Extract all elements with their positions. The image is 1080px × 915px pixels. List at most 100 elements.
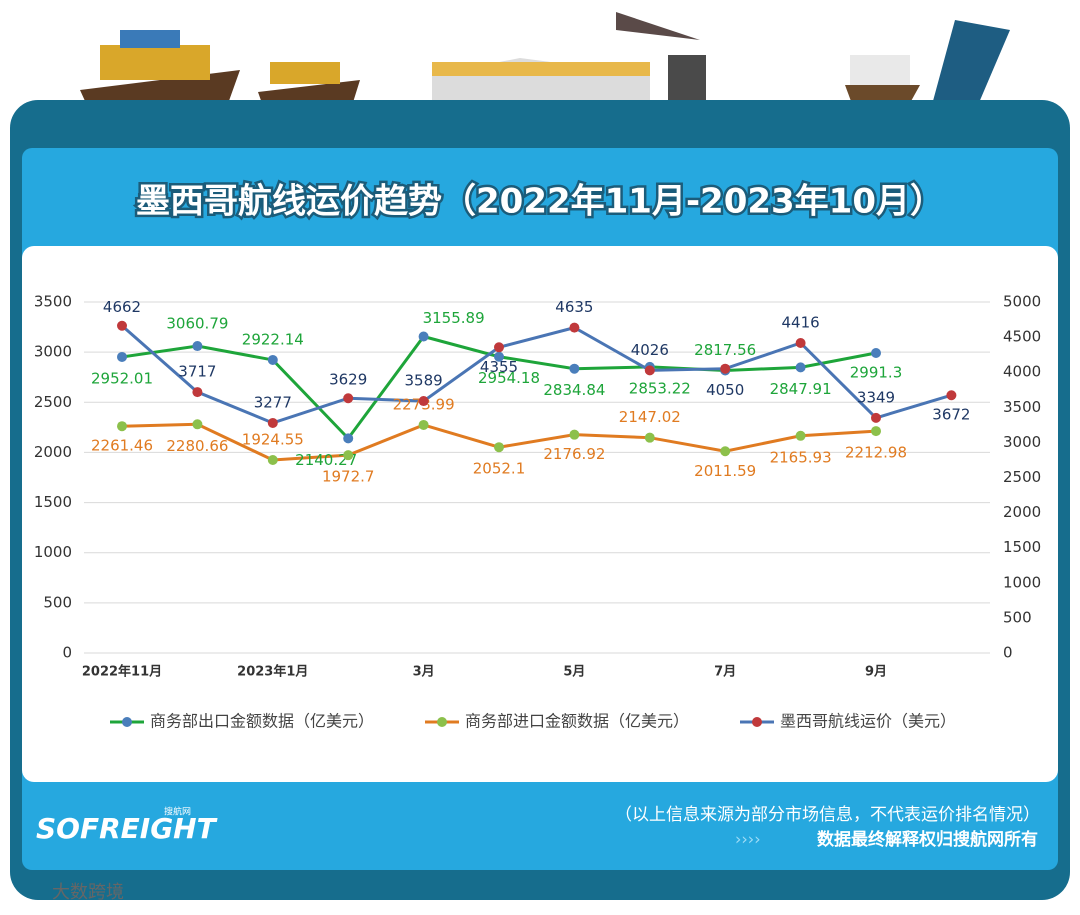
data-label: 3277 xyxy=(254,393,292,411)
data-label: 2011.59 xyxy=(694,462,756,480)
y2-tick-label: 3000 xyxy=(1003,433,1041,451)
data-label: 2176.92 xyxy=(543,445,605,463)
data-label: 4635 xyxy=(555,298,593,316)
y2-tick-label: 4000 xyxy=(1003,363,1041,381)
marker xyxy=(192,387,203,398)
data-label: 3349 xyxy=(857,388,895,406)
y2-tick-label: 1500 xyxy=(1003,538,1041,556)
data-label: 2922.14 xyxy=(242,330,304,348)
y-tick-label: 3000 xyxy=(34,343,72,361)
marker xyxy=(192,419,203,430)
title: 墨西哥航线运价趋势（2022年11月-2023年10月） xyxy=(136,182,944,222)
marker xyxy=(343,433,354,444)
y-tick-label: 1500 xyxy=(34,493,72,511)
data-label: 1972.7 xyxy=(322,468,375,486)
data-label: 3060.79 xyxy=(166,315,228,333)
data-label: 2280.66 xyxy=(166,437,228,455)
data-label: 3629 xyxy=(329,371,367,389)
marker xyxy=(871,426,881,437)
x-tick-label: 9月 xyxy=(865,665,887,680)
data-label: 4026 xyxy=(631,341,669,359)
data-label: 2165.93 xyxy=(770,448,832,466)
y-tick-label: 1000 xyxy=(34,543,72,561)
y2-tick-label: 1000 xyxy=(1003,573,1041,591)
logo: SOFREIGHT xyxy=(36,812,218,845)
marker xyxy=(569,363,580,374)
data-label: 1924.55 xyxy=(242,430,304,448)
marker xyxy=(418,419,429,430)
chart-area xyxy=(22,246,1058,782)
data-label: 2952.01 xyxy=(91,369,153,387)
x-tick-label: 2022年11月 xyxy=(82,664,162,680)
marker xyxy=(644,365,655,376)
y2-tick-label: 2000 xyxy=(1003,503,1041,521)
y2-tick-label: 500 xyxy=(1003,608,1032,626)
y-tick-label: 500 xyxy=(43,593,72,611)
legend-label: 墨西哥航线运价（美元） xyxy=(780,712,956,731)
y-tick-label: 0 xyxy=(62,644,72,662)
marker xyxy=(494,442,504,453)
data-label: 2052.1 xyxy=(473,460,526,478)
x-tick-label: 5月 xyxy=(563,665,585,680)
marker xyxy=(117,320,127,331)
x-tick-label: 2023年1月 xyxy=(237,664,308,680)
data-label: 4662 xyxy=(103,298,141,316)
data-label: 2991.3 xyxy=(850,364,903,382)
data-label: 2212.98 xyxy=(845,444,907,462)
data-label: 2147.02 xyxy=(619,408,681,426)
legend-marker xyxy=(122,717,132,727)
data-label: 4416 xyxy=(782,313,820,331)
arrows: ›››› xyxy=(735,830,761,849)
legend-marker xyxy=(437,717,447,727)
y-tick-label: 2000 xyxy=(34,443,72,461)
series-line xyxy=(121,324,952,425)
y2-tick-label: 3500 xyxy=(1003,398,1041,416)
data-label: 4355 xyxy=(480,358,518,376)
marker xyxy=(795,362,806,373)
y-tick-label: 2500 xyxy=(34,393,72,411)
marker xyxy=(192,341,203,352)
data-label: 3155.89 xyxy=(423,309,485,327)
legend-label: 商务部进口金额数据（亿美元） xyxy=(465,712,689,731)
data-label: 4050 xyxy=(706,381,744,399)
marker xyxy=(267,454,278,465)
logo-sub: 搜航网 xyxy=(164,806,191,818)
marker xyxy=(871,412,881,423)
marker xyxy=(795,430,806,441)
x-tick-label: 3月 xyxy=(413,665,435,680)
marker xyxy=(494,342,504,353)
plot: 0 500 1000 1500 2000 2500 3000 3500 0 500 1000 1500… xyxy=(34,293,1041,731)
marker xyxy=(644,432,655,443)
data-label: 2261.46 xyxy=(91,437,153,455)
marker xyxy=(720,446,731,457)
data-label: 2140.27 xyxy=(295,451,357,469)
data-label: 2817.56 xyxy=(694,341,756,359)
marker xyxy=(494,351,504,362)
rights: 数据最终解释权归搜航网所有 xyxy=(817,829,1038,850)
data-label: 2847.91 xyxy=(770,380,832,398)
marker xyxy=(795,337,806,348)
data-label: 2834.84 xyxy=(543,381,605,399)
data-label: 2954.18 xyxy=(478,369,540,387)
data-label: 3717 xyxy=(178,363,216,381)
marker xyxy=(871,348,881,359)
y2-tick-label: 2500 xyxy=(1003,468,1041,486)
marker xyxy=(720,363,731,374)
marker xyxy=(117,351,127,362)
marker xyxy=(418,331,429,342)
data-label: 2853.22 xyxy=(629,379,691,397)
marker xyxy=(267,354,278,365)
legend-label: 商务部出口金额数据（亿美元） xyxy=(150,712,374,731)
marker xyxy=(418,396,429,407)
marker xyxy=(569,429,580,440)
y-tick-label: 3500 xyxy=(34,293,72,311)
marker xyxy=(267,417,278,428)
watermark: 大数跨境 xyxy=(52,882,124,903)
data-label: 3589 xyxy=(405,372,443,390)
y2-tick-label: 4500 xyxy=(1003,328,1041,346)
marker xyxy=(569,322,580,333)
marker xyxy=(117,421,127,432)
footnote: （以上信息来源为部分市场信息，不代表运价排名情况） xyxy=(615,805,1040,825)
